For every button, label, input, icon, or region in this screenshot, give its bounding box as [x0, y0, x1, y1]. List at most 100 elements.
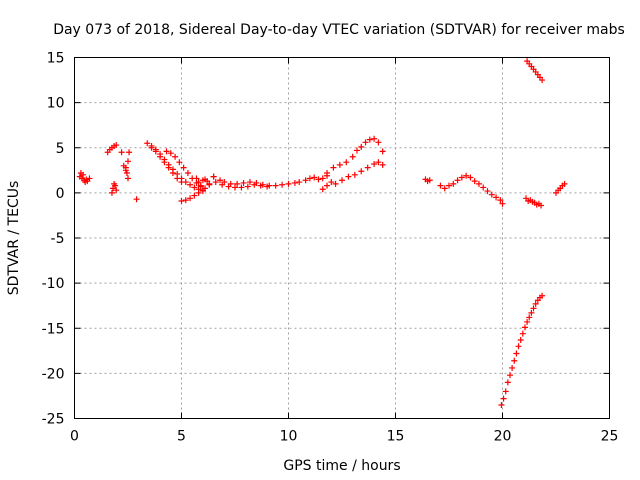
data-point — [251, 181, 258, 188]
data-point — [375, 159, 382, 166]
data-point — [336, 161, 343, 168]
series-c2 — [212, 179, 271, 191]
data-point — [163, 148, 170, 155]
data-point — [118, 149, 125, 156]
data-point — [225, 183, 232, 190]
data-point — [446, 182, 452, 189]
data-point — [125, 158, 131, 165]
data-point — [113, 142, 120, 149]
data-point — [332, 180, 339, 187]
data-point — [509, 364, 516, 371]
data-point — [362, 139, 369, 146]
series-d1 — [302, 172, 331, 184]
data-point — [458, 174, 465, 181]
data-point — [191, 184, 198, 191]
data-point — [521, 324, 528, 331]
data-point — [257, 182, 264, 189]
data-point — [339, 177, 345, 184]
series-c1 — [210, 173, 303, 189]
data-point — [463, 172, 470, 179]
data-point — [123, 170, 130, 177]
data-point — [366, 136, 373, 143]
data-point — [515, 343, 522, 350]
data-point — [524, 318, 531, 325]
data-point — [441, 185, 448, 192]
data-point — [311, 174, 318, 181]
data-point — [532, 300, 539, 307]
data-point — [246, 179, 253, 186]
data-point — [180, 164, 187, 171]
series-b2 — [148, 144, 185, 186]
data-point — [178, 179, 185, 186]
data-point — [530, 305, 537, 312]
data-point — [358, 168, 365, 175]
y-tick-label: 0 — [56, 186, 65, 202]
y-tick-label: 15 — [47, 51, 65, 67]
series-f1 — [498, 292, 546, 408]
data-point — [174, 175, 181, 182]
data-point — [182, 197, 189, 204]
data-point — [187, 181, 194, 188]
data-point — [285, 180, 292, 187]
data-point — [108, 189, 115, 196]
y-tick-label: -20 — [42, 366, 65, 382]
data-point — [240, 179, 247, 186]
data-point — [351, 171, 358, 178]
data-point — [184, 170, 191, 177]
data-point — [219, 181, 226, 188]
data-point — [437, 182, 444, 189]
data-point — [475, 180, 482, 187]
data-point — [193, 175, 200, 182]
data-point — [330, 164, 337, 171]
data-point — [212, 179, 219, 186]
data-point — [324, 182, 331, 189]
series-g1 — [553, 180, 568, 196]
data-point — [379, 161, 386, 168]
data-point — [538, 202, 545, 209]
data-point — [302, 177, 309, 184]
data-marks — [76, 58, 568, 408]
axis-ticks: 0 5 10 15 20 25 -25 -20 -15 -10 -5 0 5 10 15 — [42, 51, 619, 445]
data-point — [349, 153, 356, 160]
y-axis-title: SDTVAR / TECUs — [6, 181, 22, 296]
data-point — [493, 194, 500, 201]
data-point — [161, 159, 168, 166]
data-point — [511, 357, 518, 364]
data-point — [187, 195, 194, 202]
data-point — [195, 189, 202, 196]
data-point — [450, 180, 457, 187]
data-point — [454, 177, 461, 184]
data-point — [497, 197, 504, 204]
data-point — [345, 173, 352, 180]
series-a1 — [76, 170, 93, 186]
data-point — [371, 160, 378, 167]
data-point — [244, 183, 251, 190]
data-point — [353, 147, 360, 154]
series-b4 — [178, 187, 206, 204]
data-point — [519, 330, 526, 337]
series-a2 — [104, 142, 120, 156]
data-point — [364, 164, 371, 171]
data-point — [157, 153, 164, 160]
series-e1 — [422, 176, 433, 185]
data-point — [500, 395, 507, 402]
series-a4 — [118, 149, 133, 182]
y-tick-label: -5 — [51, 231, 65, 247]
x-tick-label: 5 — [177, 429, 186, 445]
data-point — [148, 144, 155, 151]
data-point — [169, 170, 176, 177]
data-point — [296, 179, 303, 186]
data-point — [272, 182, 279, 189]
data-point — [291, 179, 298, 186]
data-point — [122, 164, 129, 171]
data-point — [279, 181, 286, 188]
data-point — [206, 180, 213, 187]
data-point — [539, 77, 546, 84]
data-point — [238, 184, 245, 191]
series-a5 — [133, 196, 140, 203]
data-point — [80, 171, 87, 178]
data-point — [513, 350, 520, 357]
data-point — [517, 336, 524, 343]
series-a3 — [108, 180, 120, 196]
